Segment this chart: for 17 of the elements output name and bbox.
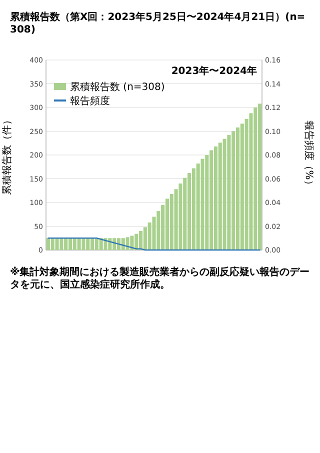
bar xyxy=(200,158,204,250)
y-axis-title: 累積報告数（件） xyxy=(1,115,13,195)
bar xyxy=(222,138,226,250)
legend-label: 累積報告数 (n=308) xyxy=(70,81,165,93)
text: ※集計対象期間における製造販売業者からの副反応疑い報告のデータを元に、国立感染症研究所作成。 xyxy=(10,266,310,290)
bar xyxy=(68,238,72,250)
bar xyxy=(82,238,86,250)
bar xyxy=(227,135,231,250)
y2-axis-title: 報告頻度（%） xyxy=(303,120,315,190)
bar xyxy=(55,238,59,250)
annotation: 2023年〜2024年 xyxy=(171,65,257,77)
bar xyxy=(236,127,240,250)
bar xyxy=(77,238,81,250)
chart-title: 累積報告数（第X回：2023年5月25日〜2024年4月21日）(n=308) xyxy=(9,11,306,36)
legend-label: 報告頻度 xyxy=(70,95,110,107)
bar xyxy=(60,238,64,250)
bar xyxy=(126,237,130,250)
